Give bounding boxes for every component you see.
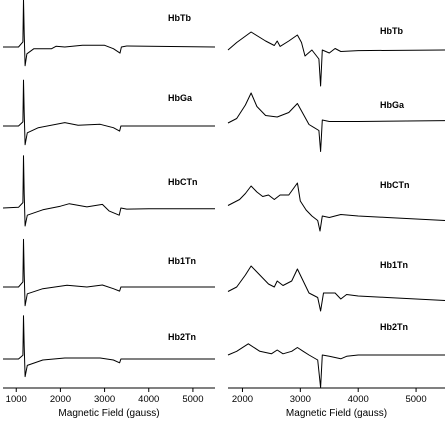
x-tick-label: 5000 [405,394,426,405]
x-tick-label: 2000 [50,394,71,405]
x-tick-label: 4000 [138,394,159,405]
spectrum-trace-hbctn [227,182,446,232]
spectrum-trace-hb2tn [3,315,215,378]
spectrum-trace-hb1tn [3,238,215,307]
x-tick-label: 3000 [94,394,115,405]
right-panel: 2000 3000 4000 5000 Magnetic Field (gauss) Hb… [227,26,446,419]
left-panel: 1000 2000 3000 4000 5000 Magnetic Field (gaus… [2,0,216,419]
spectrum-trace-hb1tn [227,265,446,312]
series-label-hb2tn: Hb2Tn [168,332,196,342]
series-label-hbtb: HbTb [168,13,191,23]
series-label-hbctn: HbCTn [380,180,410,190]
series-label-hbctn: HbCTn [168,177,198,187]
spectrum-trace-hbga [3,79,215,146]
x-tick-label: 2000 [232,394,253,405]
x-tick-label: 4000 [348,394,369,405]
spectrum-trace-hbctn [2,155,215,227]
x-tick-label: 1000 [6,394,27,405]
x-axis-title: Magnetic Field (gauss) [58,408,159,419]
series-label-hb1tn: Hb1Tn [380,260,408,270]
x-tick-label: 5000 [182,394,203,405]
series-label-hb2tn: Hb2Tn [380,322,408,332]
series-label-hbga: HbGa [168,93,193,103]
x-tick-label: 3000 [290,394,311,405]
series-label-hb1tn: Hb1Tn [168,256,196,266]
series-label-hbga: HbGa [380,100,405,110]
spectrum-trace-hbga [227,92,446,152]
x-axis-title: Magnetic Field (gauss) [286,408,387,419]
spectrum-trace-hb2tn [227,343,445,388]
series-label-hbtb: HbTb [380,26,403,36]
spectrum-trace-hbtb [227,31,446,87]
spectrum-trace-hbtb [3,0,216,67]
